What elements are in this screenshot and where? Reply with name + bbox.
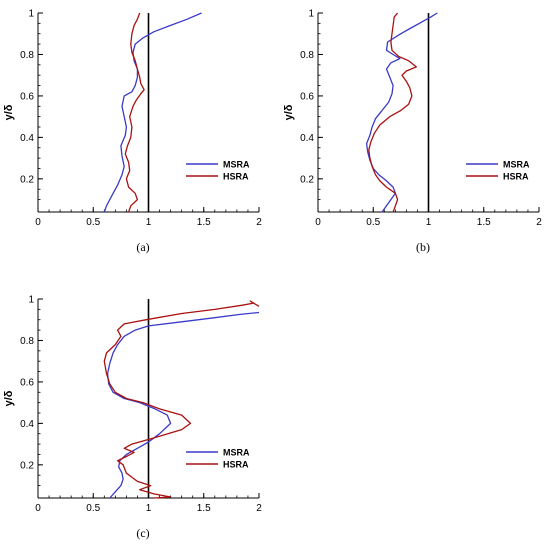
- x-tick-label: 0: [35, 217, 41, 228]
- x-tick-label: 1: [146, 217, 152, 228]
- y-tick-label: 0.6: [20, 91, 34, 102]
- panel-caption: (a): [136, 240, 149, 254]
- y-tick-label: 0.8: [20, 336, 34, 347]
- legend-label-msra: MSRA: [503, 160, 530, 170]
- y-tick-label: 0.4: [20, 133, 34, 144]
- y-axis-label: y/δ: [3, 390, 15, 406]
- y-tick-label: 1: [308, 9, 314, 20]
- legend: MSRA HSRA: [466, 160, 530, 182]
- legend-label-msra: MSRA: [223, 160, 250, 170]
- y-tick-label: 0.2: [20, 460, 34, 471]
- series-line-msra: [106, 311, 260, 499]
- x-tick-label: 0.5: [366, 217, 380, 228]
- series-line-hsra: [124, 12, 145, 213]
- x-tick-label: 1: [426, 217, 432, 228]
- chart-panel-1: 0 0.5 1 1.5 2 0.2 0.4 0.6 0.8 1 y/δ MSRA HSRA (a): [3, 9, 262, 255]
- y-axis-label: y/δ: [283, 104, 295, 120]
- y-tick-label: 0.2: [20, 174, 34, 185]
- chart-panel-2: 0 0.5 1 1.5 2 0.2 0.4 0.6 0.8 1 y/δ MSRA HSRA (b): [283, 9, 542, 255]
- y-tick-label: 1: [28, 295, 34, 306]
- x-tick-label: 2: [536, 217, 542, 228]
- y-tick-label: 0.4: [20, 419, 34, 430]
- y-tick-label: 0.6: [300, 91, 314, 102]
- x-tick-label: 1.5: [477, 217, 491, 228]
- legend: MSRA HSRA: [186, 448, 250, 470]
- x-tick-label: 1: [146, 503, 152, 514]
- y-tick-label: 1: [28, 9, 34, 20]
- series-line-hsra: [103, 300, 260, 499]
- x-tick-label: 0: [315, 217, 321, 228]
- y-axis-label: y/δ: [3, 104, 15, 120]
- series-line-hsra: [368, 12, 417, 213]
- panel-caption: (c): [136, 526, 149, 540]
- x-tick-label: 1.5: [197, 503, 211, 514]
- y-tick-label: 0.4: [300, 133, 314, 144]
- x-tick-label: 0.5: [86, 217, 100, 228]
- x-tick-label: 2: [256, 217, 262, 228]
- series-line-msra: [103, 12, 202, 213]
- panel-caption: (b): [416, 240, 430, 254]
- legend-label-hsra: HSRA: [503, 172, 529, 182]
- y-tick-label: 0.8: [20, 50, 34, 61]
- legend-label-msra: MSRA: [223, 448, 250, 458]
- legend-label-hsra: HSRA: [223, 172, 249, 182]
- x-tick-label: 0.5: [86, 503, 100, 514]
- x-tick-label: 0: [35, 503, 41, 514]
- legend-label-hsra: HSRA: [223, 460, 249, 470]
- y-tick-label: 0.2: [300, 174, 314, 185]
- x-tick-label: 1.5: [197, 217, 211, 228]
- legend: MSRA HSRA: [186, 160, 250, 182]
- series-line-msra: [365, 12, 438, 213]
- chart-panel-3: 0 0.5 1 1.5 2 0.2 0.4 0.6 0.8 1 y/δ MSRA HSRA (c): [3, 295, 262, 541]
- x-tick-label: 2: [256, 503, 262, 514]
- y-tick-label: 0.6: [20, 377, 34, 388]
- y-tick-label: 0.8: [300, 50, 314, 61]
